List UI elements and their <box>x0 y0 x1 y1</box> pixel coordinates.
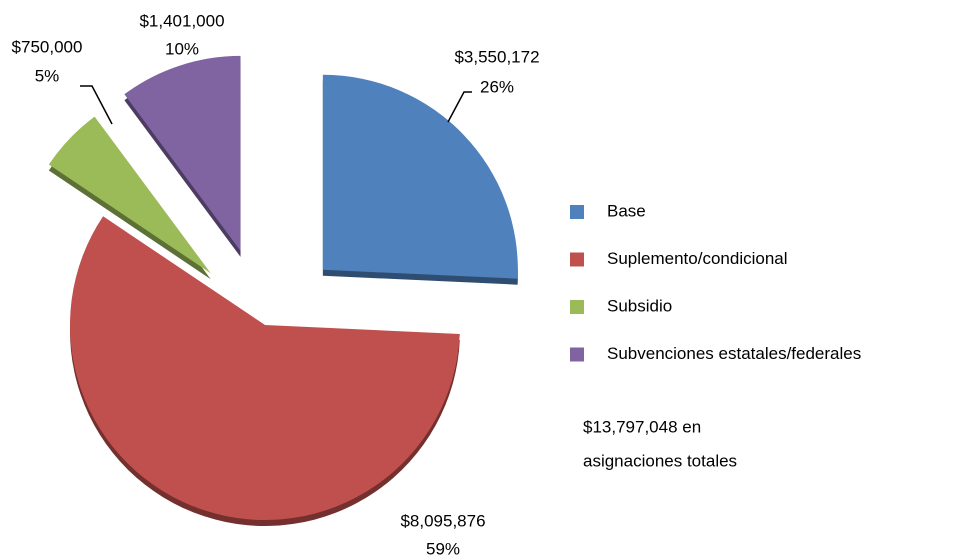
leader-line <box>80 85 113 125</box>
value-label: $3,550,172 <box>454 47 539 66</box>
legend-label: Subsidio <box>607 296 672 315</box>
leader-line <box>447 91 472 123</box>
percent-label: 5% <box>35 66 60 85</box>
annotation: asignaciones totales <box>583 451 737 470</box>
value-label: $8,095,876 <box>400 511 485 530</box>
legend-label: Subvenciones estatales/federales <box>607 344 861 363</box>
legend-swatch <box>570 252 584 267</box>
percent-label: 10% <box>165 39 199 58</box>
slice <box>322 74 518 279</box>
percent-label: 26% <box>480 77 514 96</box>
slice <box>70 216 460 520</box>
value-label: $1,401,000 <box>139 11 224 30</box>
value-label: $750,000 <box>12 37 83 56</box>
slice <box>124 55 241 251</box>
legend-label: Suplemento/condicional <box>607 249 788 268</box>
legend-label: Base <box>607 201 646 220</box>
annotation: $13,797,048 en <box>583 417 701 436</box>
legend-swatch <box>570 347 584 362</box>
slice <box>48 116 211 274</box>
percent-label: 59% <box>426 539 460 558</box>
legend-swatch <box>570 205 584 219</box>
legend-swatch <box>570 300 584 314</box>
